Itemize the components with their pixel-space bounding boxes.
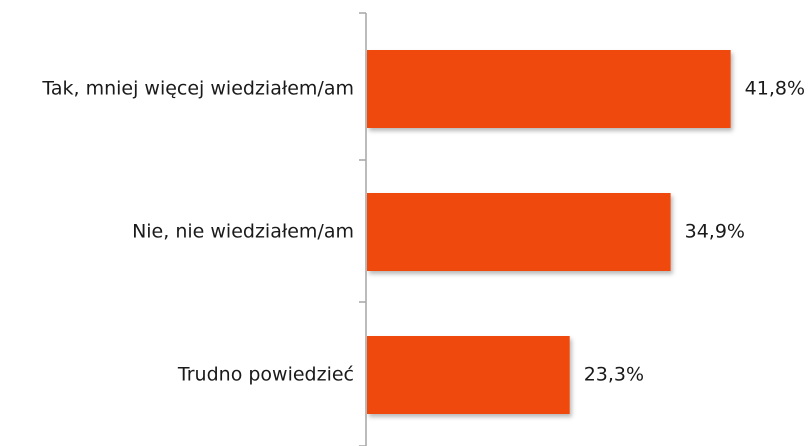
- axis-layer: [359, 12, 367, 446]
- category-label-3: Trudno powiedzieć: [177, 364, 354, 386]
- label-layer: Tak, mniej więcej wiedziałem/am 41,8% Nie,…: [41, 78, 805, 386]
- category-label-2: Nie, nie wiedziałem/am: [132, 221, 354, 243]
- bar-1: [367, 50, 731, 128]
- value-label-2: 34,9%: [685, 221, 745, 243]
- bar-3: [367, 336, 570, 414]
- value-label-1: 41,8%: [745, 78, 805, 100]
- value-label-3: 23,3%: [584, 364, 644, 386]
- bar-2: [367, 193, 671, 271]
- category-label-1: Tak, mniej więcej wiedziałem/am: [41, 78, 354, 100]
- bar-layer: [367, 50, 731, 414]
